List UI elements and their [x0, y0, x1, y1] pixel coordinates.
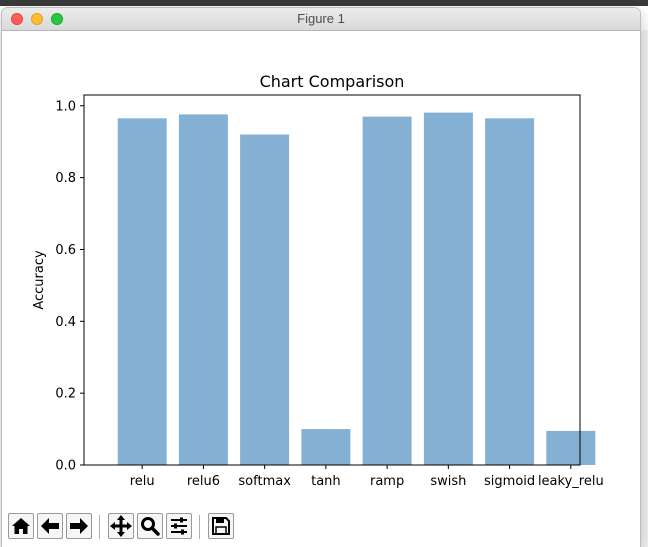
save-button[interactable] [208, 513, 234, 539]
back-button[interactable] [37, 513, 63, 539]
home-icon [12, 518, 30, 534]
x-tick-label: sigmoid [484, 474, 535, 489]
bar-relu [117, 118, 167, 466]
y-tick-label: 0.4 [55, 315, 76, 330]
y-tick-label: 0.2 [55, 387, 76, 402]
toolbar-separator [99, 515, 100, 539]
forward-button[interactable] [66, 513, 92, 539]
background-window-edge [639, 30, 648, 547]
figure-canvas[interactable]: Chart Comparison Accuracy 0.0 0.2 0.4 0.6 0.… [2, 31, 640, 509]
window-titlebar[interactable]: Figure 1 [2, 8, 640, 31]
x-tick-label: ramp [370, 474, 404, 489]
plot-frame [83, 94, 581, 466]
y-tick-label: 0.6 [55, 243, 76, 258]
x-tick-label: swish [430, 474, 466, 489]
toolbar-separator [199, 515, 200, 539]
bar-ramp [362, 116, 412, 465]
desktop-top-bar [0, 0, 648, 6]
x-tick-label: leaky_relu [538, 474, 604, 489]
y-axis-label: Accuracy [32, 250, 47, 310]
zoom-button[interactable] [137, 513, 163, 539]
bar-tanh [301, 429, 351, 465]
pan-move-icon [110, 515, 132, 537]
home-button[interactable] [8, 513, 34, 539]
figure-window: Figure 1 Chart Comparison Accuracy 0.0 0.… [2, 8, 640, 547]
configure-subplots-button[interactable] [166, 513, 192, 539]
x-tick-label: softmax [238, 474, 291, 489]
minimize-window-button[interactable] [31, 13, 43, 25]
back-arrow-icon [41, 518, 59, 534]
navigation-toolbar [2, 509, 640, 547]
zoom-magnifier-icon [141, 517, 160, 536]
bar-series [117, 112, 596, 466]
bar-sigmoid [485, 118, 535, 466]
x-tick-label: relu [130, 474, 155, 489]
save-disk-icon [212, 517, 230, 535]
bar-chart: Chart Comparison Accuracy 0.00.20.40.60.… [32, 72, 604, 489]
maximize-window-button[interactable] [51, 13, 63, 25]
bar-softmax [240, 134, 290, 465]
y-tick-label: 0.0 [55, 459, 76, 474]
x-axis: relu relu6 softmax tanh ramp swish sigmoid leak… [130, 465, 604, 489]
close-window-button[interactable] [11, 13, 23, 25]
bar-swish [423, 112, 473, 465]
x-tick-label: tanh [311, 474, 341, 489]
x-tick-label: relu6 [187, 474, 220, 489]
bar-leaky_relu [546, 430, 596, 465]
bar-relu6 [178, 114, 228, 466]
chart-title: Chart Comparison [260, 72, 405, 91]
forward-arrow-icon [70, 518, 88, 534]
window-title: Figure 1 [297, 11, 345, 26]
y-tick-label: 1.0 [55, 99, 76, 114]
y-tick-label: 0.8 [55, 171, 76, 186]
pan-button[interactable] [108, 513, 134, 539]
y-axis: 0.0 0.2 0.4 0.6 0.8 1.0 [55, 99, 84, 474]
configure-subplots-icon [171, 517, 187, 535]
